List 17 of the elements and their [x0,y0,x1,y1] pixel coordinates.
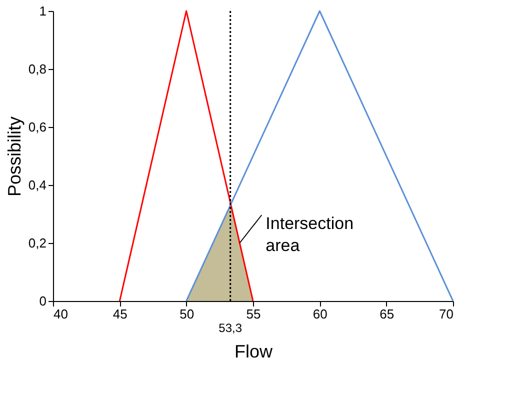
y-tick-label: 0,4 [28,178,46,192]
y-axis-title: Possibility [4,116,24,197]
annotation: Intersection area [266,214,354,255]
x-tick-label: 40 [54,306,68,322]
y-tick-label: 1 [39,4,46,18]
y-tick-label: 0,2 [28,236,46,250]
x-tick-label: 55 [246,306,261,322]
ref-line-label: 53,3 [218,321,242,335]
y-tick-label: 0,6 [28,120,46,134]
x-tick-label: 50 [180,306,194,322]
x-tick-label: 65 [380,306,394,322]
y-tick-label: 0 [39,294,46,308]
y-tick-label: 0,8 [28,62,46,76]
x-tick-label: 45 [112,306,128,322]
x-tick-label: 60 [312,306,328,322]
x-tick-label: 70 [439,306,454,322]
x-axis-title: Flow [234,342,274,362]
